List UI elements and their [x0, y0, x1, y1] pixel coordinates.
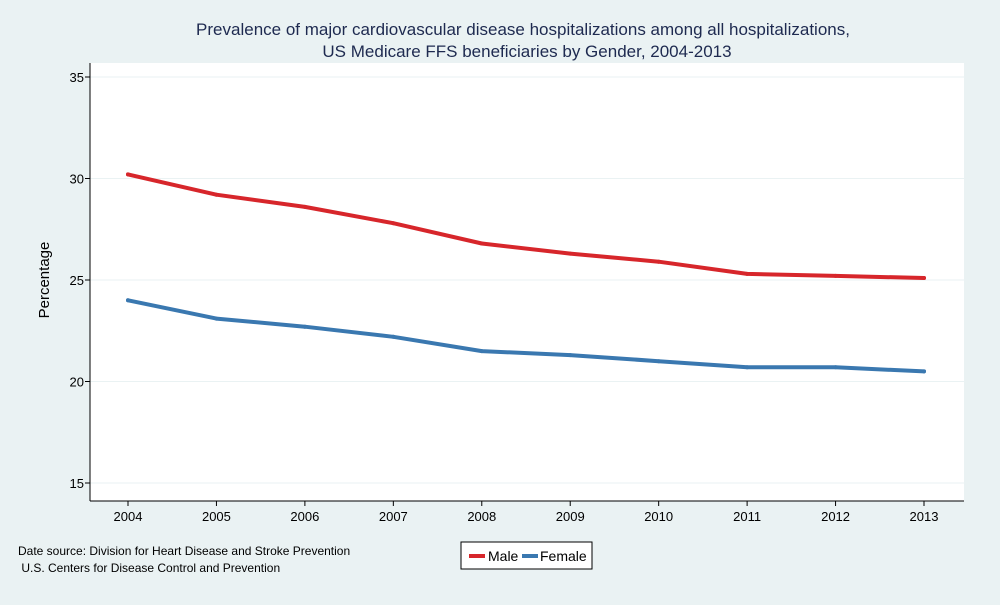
data-point-male: [302, 204, 307, 209]
y-tick-label: 15: [70, 476, 84, 491]
x-tick-label: 2007: [379, 509, 408, 524]
grid-lines: [90, 76, 964, 484]
data-point-male: [479, 241, 484, 246]
x-tick-label: 2013: [910, 509, 939, 524]
legend-label-male: Male: [488, 548, 519, 564]
data-point-male: [745, 271, 750, 276]
data-point-female: [745, 365, 750, 370]
x-tick-label: 2008: [467, 509, 496, 524]
data-point-male: [391, 221, 396, 226]
x-tick-label: 2011: [733, 509, 761, 524]
data-point-male: [656, 259, 661, 264]
series-layer: [126, 172, 926, 374]
x-tick-label: 2009: [556, 509, 585, 524]
data-point-female: [302, 324, 307, 329]
data-point-female: [568, 353, 573, 358]
y-tick-label: 35: [70, 70, 84, 85]
data-point-female: [214, 316, 219, 321]
y-axis-label: Percentage: [36, 242, 53, 319]
x-tick-label: 2012: [821, 509, 850, 524]
data-point-male: [126, 172, 130, 177]
data-point-male: [568, 251, 573, 256]
y-tick-label: 25: [70, 273, 84, 288]
y-axis-ticks: 15 20 25 30 35: [70, 70, 90, 491]
data-point-female: [656, 359, 661, 364]
x-tick-label: 2010: [644, 509, 673, 524]
data-point-female: [391, 334, 396, 339]
x-tick-label: 2004: [114, 509, 143, 524]
data-point-female: [922, 369, 926, 374]
x-tick-label: 2005: [202, 509, 231, 524]
data-point-female: [126, 298, 130, 303]
plot-area: [90, 63, 964, 501]
y-tick-label: 20: [70, 375, 84, 390]
legend-label-female: Female: [540, 548, 587, 564]
series-line-female: [126, 298, 926, 374]
y-tick-label: 30: [70, 172, 84, 187]
source-note-line-1: Date source: Division for Heart Disease …: [18, 544, 350, 558]
data-point-female: [479, 349, 484, 354]
data-point-female: [833, 365, 838, 370]
data-point-male: [922, 276, 926, 280]
x-axis-ticks: 2004 2005 2006 2007 2008 2009 2010 2011 2012 2013: [114, 501, 939, 524]
series-line-male: [126, 172, 926, 280]
data-point-male: [214, 192, 219, 197]
legend: Male Female: [460, 541, 593, 570]
chart-title-line-2: US Medicare FFS beneficiaries by Gender,…: [322, 42, 731, 61]
source-note-line-2: U.S. Centers for Disease Control and Pre…: [18, 561, 280, 575]
data-point-male: [833, 273, 838, 278]
chart-title-line-1: Prevalence of major cardiovascular disea…: [196, 20, 850, 39]
x-tick-label: 2006: [290, 509, 319, 524]
